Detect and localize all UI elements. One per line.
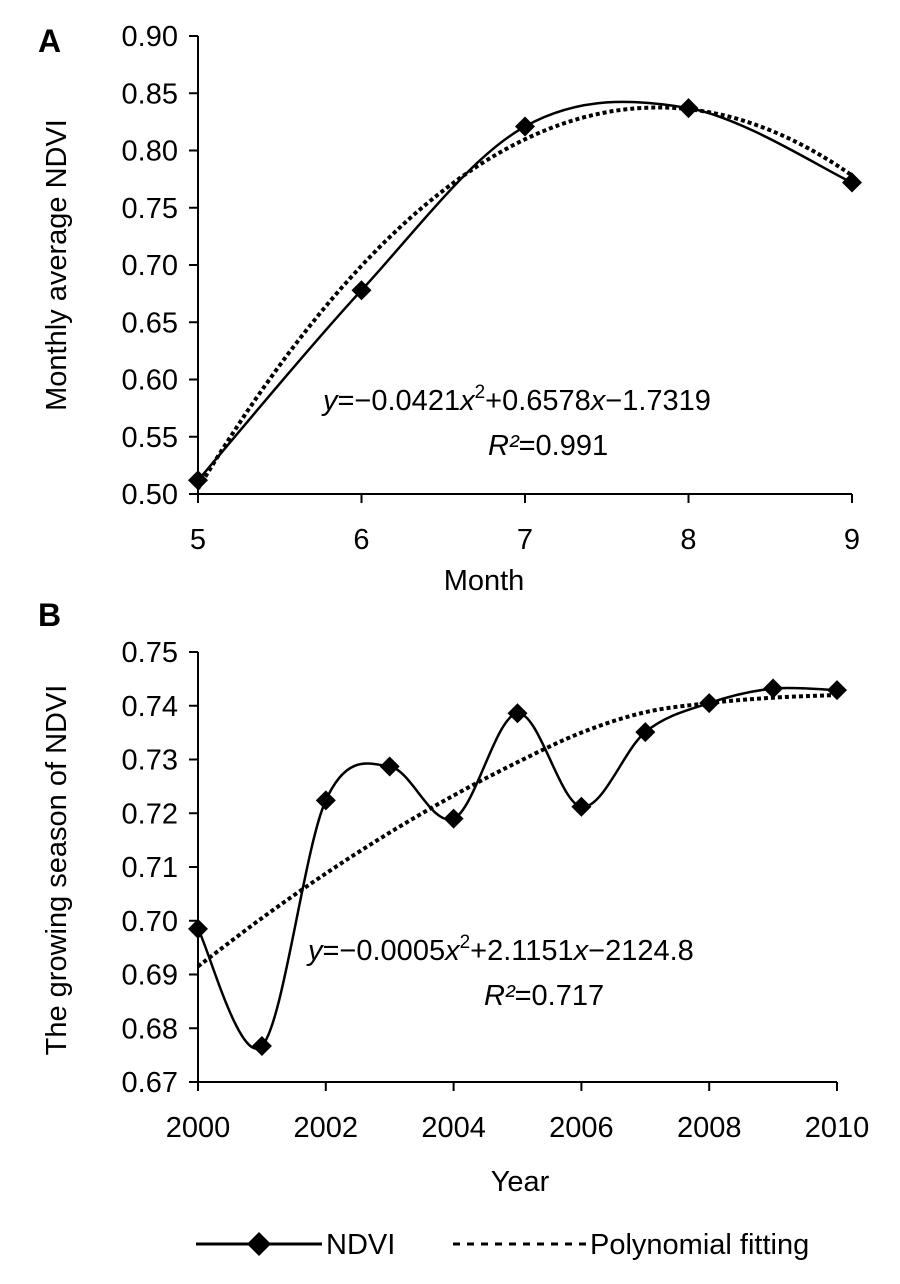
panel-b-equation: y=−0.0005x2+2.1151x−2124.8 <box>306 932 694 967</box>
ndvi-diamond-point <box>188 918 208 939</box>
x-tick-label: 2000 <box>166 1112 231 1144</box>
y-tick-label: 0.75 <box>122 193 178 225</box>
y-tick-label: 0.50 <box>122 479 178 511</box>
panel-b-y-axis-title: The growing season of NDVI <box>41 685 73 1056</box>
panel-b-eq-exp: 2 <box>460 932 471 953</box>
y-tick-label: 0.67 <box>122 1067 178 1099</box>
x-tick-label: 2008 <box>677 1112 742 1144</box>
panel-a-r-squared: R²=0.991 <box>488 430 608 462</box>
panel-a-label: A <box>38 23 61 59</box>
panel-b-eq-a: =−0.0005 <box>323 935 446 967</box>
ndvi-diamond-point <box>351 280 372 301</box>
panel-b-eq-c: −2124.8 <box>588 935 694 967</box>
ndvi-diamond-point <box>507 703 528 724</box>
panel-a-eq-x1: x <box>458 385 476 417</box>
y-tick-label: 0.69 <box>122 960 178 992</box>
ndvi-diamond-point <box>678 98 699 119</box>
panel-a-x-ticks: 5 6 7 8 9 <box>190 494 860 556</box>
legend-item-polynomial-fitting: Polynomial fitting <box>453 1229 809 1261</box>
ndvi-diamond-point <box>515 116 535 137</box>
panel-b-eq-x1: x <box>443 935 461 967</box>
y-tick-label: 0.60 <box>122 365 178 397</box>
y-tick-label: 0.90 <box>122 21 178 53</box>
y-tick-label: 0.65 <box>122 307 178 339</box>
panel-b-eq-b: +2.1151 <box>470 935 573 967</box>
ndvi-diamond-point <box>635 722 656 743</box>
panel-b-label: B <box>38 597 61 633</box>
panel-a-eq-b: +0.6578 <box>485 385 591 417</box>
panel-a-y-axis-title: Monthly average NDVI <box>41 119 73 411</box>
ndvi-diamond-point <box>763 678 784 699</box>
y-tick-label: 0.74 <box>122 691 178 723</box>
panel-b-series <box>188 678 847 1056</box>
panel-a-equation: y=−0.0421x2+0.6578x−1.7319 <box>321 382 711 417</box>
x-tick-label: 2006 <box>549 1112 614 1144</box>
x-tick-label: 5 <box>190 524 206 556</box>
ndvi-diamond-point <box>842 172 862 193</box>
ndvi-diamond-point <box>699 693 720 714</box>
x-tick-label: 2010 <box>805 1112 870 1144</box>
panel-b-chart: B 0.67 0.68 0.69 0.70 0.71 0.72 0.73 0.74 0.75 2… <box>38 597 869 1198</box>
y-tick-label: 0.73 <box>122 745 178 777</box>
x-tick-label: 2002 <box>294 1112 359 1144</box>
polynomial-fitting-line <box>196 693 838 969</box>
ndvi-diamond-point <box>251 1035 272 1056</box>
panel-a-eq-exp: 2 <box>475 382 486 403</box>
panel-b-x-axis-title: Year <box>491 1166 550 1198</box>
legend-diamond-marker-icon <box>247 1232 271 1256</box>
y-tick-label: 0.55 <box>122 422 178 454</box>
panel-a-eq-c: −1.7319 <box>605 385 711 417</box>
y-tick-label: 0.70 <box>122 906 178 938</box>
legend-polynomial-label: Polynomial fitting <box>590 1229 809 1261</box>
panel-a-y-ticks: 0.50 0.55 0.60 0.65 0.70 0.75 0.80 0.85 0.90 <box>122 21 198 511</box>
y-tick-label: 0.71 <box>122 852 178 884</box>
panel-b-eq-y: y <box>306 935 324 967</box>
panel-b-eq-x2: x <box>572 935 590 967</box>
x-tick-label: 2004 <box>421 1112 486 1144</box>
ndvi-diamond-point <box>571 796 592 817</box>
panel-b-r-squared: R²=0.717 <box>484 980 604 1012</box>
panel-a-chart: A 0.50 0.55 0.60 0.65 0.70 0.75 0.80 0.85 0.90 5… <box>38 21 862 597</box>
x-tick-label: 8 <box>680 524 696 556</box>
panel-a-r2-label: R² <box>488 430 520 462</box>
legend: NDVI Polynomial fitting <box>196 1229 809 1261</box>
x-tick-label: 6 <box>353 524 369 556</box>
panel-a-eq-y: y <box>321 385 339 417</box>
x-tick-label: 9 <box>844 524 860 556</box>
legend-ndvi-label: NDVI <box>326 1229 395 1261</box>
ndvi-diamond-point <box>315 790 336 811</box>
ndvi-diamond-point <box>379 756 400 777</box>
panel-a-series <box>188 98 862 491</box>
y-tick-label: 0.75 <box>122 637 178 669</box>
panel-b-r2-value: =0.717 <box>515 980 605 1012</box>
panel-a-r2-value: =0.991 <box>519 430 609 462</box>
ndvi-series-line <box>197 100 853 482</box>
ndvi-diamond-point <box>443 808 464 829</box>
y-tick-label: 0.85 <box>122 78 178 110</box>
y-tick-label: 0.80 <box>122 136 178 168</box>
y-tick-label: 0.70 <box>122 250 178 282</box>
legend-item-ndvi: NDVI <box>196 1229 395 1261</box>
panel-a-eq-a: =−0.0421 <box>338 385 461 417</box>
ndvi-diamond-point <box>827 680 847 701</box>
ndvi-diamond-point <box>188 470 208 491</box>
polynomial-fitting-line <box>196 105 854 490</box>
y-tick-label: 0.68 <box>122 1013 178 1045</box>
panel-b-x-ticks: 2000 2002 2004 2006 2008 2010 <box>166 1082 870 1144</box>
panel-a-eq-x2: x <box>589 385 607 417</box>
y-tick-label: 0.72 <box>122 798 178 830</box>
panel-a-x-axis-title: Month <box>444 565 525 597</box>
x-tick-label: 7 <box>517 524 533 556</box>
panel-b-y-ticks: 0.67 0.68 0.69 0.70 0.71 0.72 0.73 0.74 0.75 <box>122 637 198 1099</box>
panel-b-r2-label: R² <box>484 980 516 1012</box>
